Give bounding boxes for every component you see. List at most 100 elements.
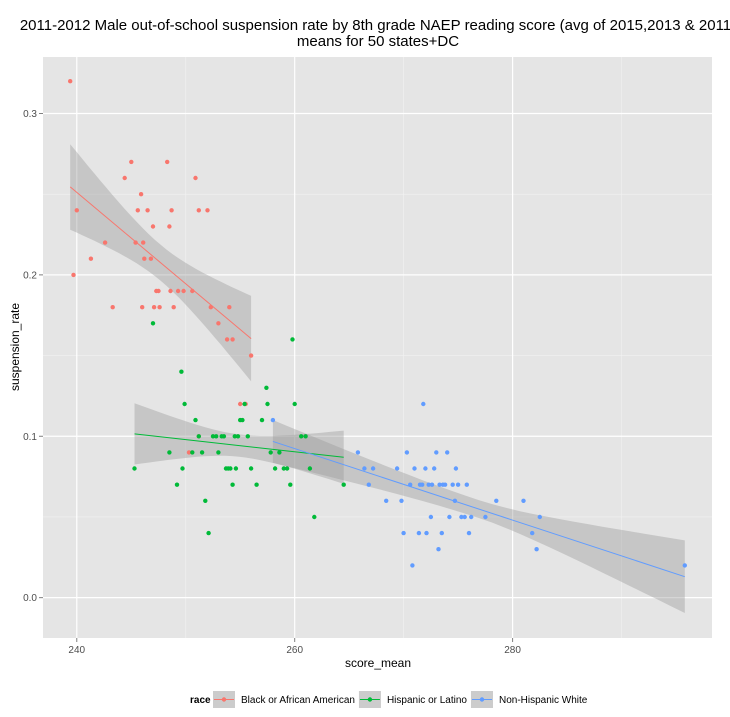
data-point: [233, 466, 239, 471]
data-point: [235, 434, 241, 439]
data-point: [171, 305, 176, 310]
data-point: [174, 482, 180, 487]
data-point: [193, 175, 198, 181]
legend: race Black or African American Hispanic o…: [190, 691, 588, 708]
data-point: [135, 208, 140, 213]
data-point: [530, 530, 535, 536]
data-point: [205, 208, 210, 213]
data-point: [272, 466, 278, 471]
data-point: [142, 256, 147, 261]
data-point: [156, 288, 161, 294]
data-point: [455, 482, 461, 487]
data-point: [133, 240, 138, 245]
legend-label: Hispanic or Latino: [387, 695, 467, 706]
data-point: [439, 530, 444, 536]
data-point: [394, 466, 400, 471]
data-point: [341, 482, 346, 487]
data-point: [299, 434, 304, 439]
data-point: [307, 466, 313, 471]
data-point: [151, 305, 157, 310]
data-point: [259, 417, 265, 423]
data-point: [132, 466, 137, 471]
data-point: [265, 401, 270, 407]
data-point: [464, 482, 469, 487]
data-point: [167, 224, 172, 229]
data-point: [196, 208, 201, 213]
data-point: [404, 450, 410, 455]
data-point: [182, 401, 187, 407]
data-point: [238, 401, 243, 407]
legend-key-point: [479, 697, 485, 702]
data-point: [141, 240, 146, 245]
data-point: [248, 466, 254, 471]
chart-title-line2: means for 50 states+DC: [297, 33, 459, 50]
data-point: [412, 466, 417, 471]
data-point: [167, 450, 172, 455]
data-point: [366, 482, 371, 487]
data-point: [150, 224, 156, 229]
data-point: [230, 337, 235, 342]
x-tick-label: 280: [504, 645, 521, 656]
data-point: [122, 175, 127, 181]
x-tick-label: 260: [286, 645, 303, 656]
y-tick-label: 0.3: [23, 109, 37, 120]
data-point: [175, 288, 181, 294]
data-point: [214, 434, 219, 439]
data-point: [193, 417, 198, 423]
data-point: [303, 434, 308, 439]
data-point: [450, 482, 455, 487]
data-point: [453, 466, 459, 471]
data-point: [290, 337, 295, 342]
data-point: [168, 288, 173, 294]
regression-lines: [69, 186, 685, 578]
data-point: [245, 434, 250, 439]
data-point: [110, 305, 115, 310]
data-point: [190, 450, 195, 455]
data-point: [190, 288, 195, 294]
data-point: [288, 482, 293, 487]
legend-key-point: [367, 697, 373, 702]
confidence-band: [134, 403, 344, 484]
data-point: [384, 498, 389, 503]
data-point: [432, 466, 437, 471]
y-tick-label: 0.0: [23, 593, 37, 604]
x-axis-ticks: 240 260 280: [68, 638, 521, 656]
data-point: [534, 547, 539, 552]
data-point: [469, 514, 474, 520]
data-point: [165, 159, 170, 165]
legend-title: race: [190, 695, 211, 706]
data-point: [208, 305, 213, 310]
data-point: [424, 530, 429, 536]
data-point: [537, 514, 542, 520]
data-point: [145, 208, 150, 213]
data-point: [199, 450, 205, 455]
data-point: [196, 434, 201, 439]
data-point: [206, 530, 211, 536]
data-point: [445, 450, 450, 455]
data-point: [428, 514, 434, 520]
data-point: [157, 305, 162, 310]
data-point: [240, 417, 245, 423]
chart-title: 2011-2012 Male out-of-school suspension …: [20, 17, 730, 50]
data-point: [88, 256, 94, 261]
data-point: [466, 530, 472, 536]
data-point: [180, 466, 185, 471]
data-point: [312, 514, 317, 520]
data-point: [224, 337, 230, 342]
data-point: [447, 514, 452, 520]
data-point: [210, 434, 216, 439]
data-point: [254, 482, 259, 487]
data-point: [268, 450, 273, 455]
regression-line: [272, 440, 685, 578]
data-point: [355, 450, 361, 455]
data-point: [426, 482, 431, 487]
data-point: [71, 272, 76, 278]
x-tick-label: 240: [68, 645, 85, 656]
data-point: [437, 482, 442, 487]
data-point: [270, 417, 276, 423]
data-point: [362, 466, 367, 471]
data-point: [181, 288, 186, 294]
data-point: [436, 547, 441, 552]
data-point: [140, 305, 145, 310]
data-point: [452, 498, 458, 503]
